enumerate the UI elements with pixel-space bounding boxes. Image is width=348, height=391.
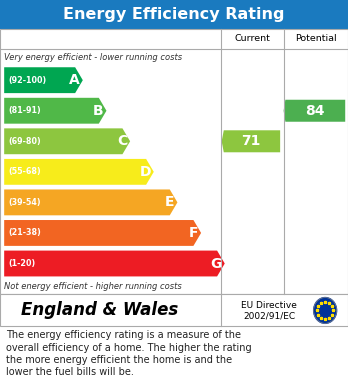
Text: (69-80): (69-80) [8, 137, 41, 146]
Bar [0, 0, 348, 29]
Text: A: A [69, 73, 80, 87]
Text: (55-68): (55-68) [8, 167, 41, 176]
Text: 84: 84 [304, 104, 324, 118]
Text: Very energy efficient - lower running costs: Very energy efficient - lower running co… [4, 52, 182, 62]
Text: G: G [211, 256, 222, 271]
Polygon shape [4, 128, 130, 154]
Circle shape [314, 298, 337, 323]
Text: EU Directive: EU Directive [241, 301, 297, 310]
Polygon shape [4, 220, 201, 246]
Text: D: D [140, 165, 151, 179]
Text: England & Wales: England & Wales [21, 301, 178, 319]
Text: 71: 71 [241, 134, 261, 148]
Polygon shape [4, 67, 83, 93]
Text: C: C [117, 134, 127, 148]
Bar [0, 294, 348, 326]
Text: Potential: Potential [295, 34, 337, 43]
Text: E: E [165, 196, 175, 210]
Text: 2002/91/EC: 2002/91/EC [243, 311, 295, 321]
Text: the more energy efficient the home is and the: the more energy efficient the home is an… [6, 355, 232, 365]
Text: Not energy efficient - higher running costs: Not energy efficient - higher running co… [4, 282, 182, 291]
Text: lower the fuel bills will be.: lower the fuel bills will be. [6, 368, 134, 377]
Polygon shape [4, 98, 106, 124]
Text: (21-38): (21-38) [8, 228, 41, 237]
Polygon shape [4, 251, 225, 276]
Polygon shape [284, 100, 345, 122]
Text: (81-91): (81-91) [8, 106, 41, 115]
Polygon shape [4, 159, 154, 185]
Text: overall efficiency of a home. The higher the rating: overall efficiency of a home. The higher… [6, 343, 252, 353]
Text: Current: Current [234, 34, 270, 43]
Text: (1-20): (1-20) [8, 259, 35, 268]
Text: F: F [189, 226, 198, 240]
Text: (39-54): (39-54) [8, 198, 41, 207]
Text: B: B [93, 104, 104, 118]
Text: Energy Efficiency Rating: Energy Efficiency Rating [63, 7, 285, 22]
Text: (92-100): (92-100) [8, 76, 47, 85]
Text: The energy efficiency rating is a measure of the: The energy efficiency rating is a measur… [6, 330, 241, 340]
Polygon shape [222, 130, 280, 152]
Bar [0, 29, 348, 294]
Polygon shape [4, 190, 177, 215]
